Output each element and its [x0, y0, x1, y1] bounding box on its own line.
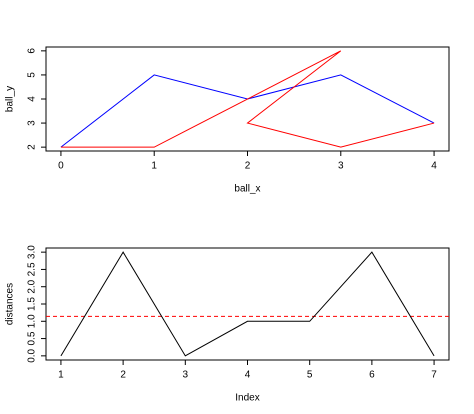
x-tick-label: 2 [245, 161, 251, 172]
y-axis-label: distances [5, 283, 16, 325]
y-tick-label: 1.5 [27, 297, 38, 311]
y-tick-label: 5 [27, 72, 38, 78]
y-tick-label: 2.5 [27, 262, 38, 276]
x-tick-label: 3 [338, 161, 344, 172]
y-tick-label: 3.0 [27, 245, 38, 259]
y-tick-label: 3 [27, 120, 38, 126]
x-tick-label: 7 [431, 370, 437, 381]
plot-box [45, 247, 450, 361]
data-line [60, 50, 435, 148]
x-tick-label: 1 [151, 161, 157, 172]
y-tick-label: 2 [27, 144, 38, 150]
y-tick-label: 6 [27, 48, 38, 54]
data-line [60, 74, 435, 148]
x-tick-label: 3 [183, 370, 189, 381]
x-tick-label: 0 [58, 161, 64, 172]
y-tick-label: 4 [27, 96, 38, 102]
x-tick-label: 6 [369, 370, 375, 381]
y-tick-label: 2.0 [27, 279, 38, 293]
x-axis-label: ball_x [234, 184, 260, 195]
data-line [60, 251, 435, 357]
x-axis-label: Index [235, 393, 259, 404]
x-tick-label: 1 [58, 370, 64, 381]
x-tick-label: 4 [245, 370, 251, 381]
y-axis-label: ball_y [5, 86, 16, 112]
y-tick-label: 1.0 [27, 314, 38, 328]
y-tick-label: 0.0 [27, 348, 38, 362]
x-tick-label: 5 [307, 370, 313, 381]
x-tick-label: 2 [120, 370, 126, 381]
y-tick-label: 0.5 [27, 331, 38, 345]
x-tick-label: 4 [431, 161, 437, 172]
